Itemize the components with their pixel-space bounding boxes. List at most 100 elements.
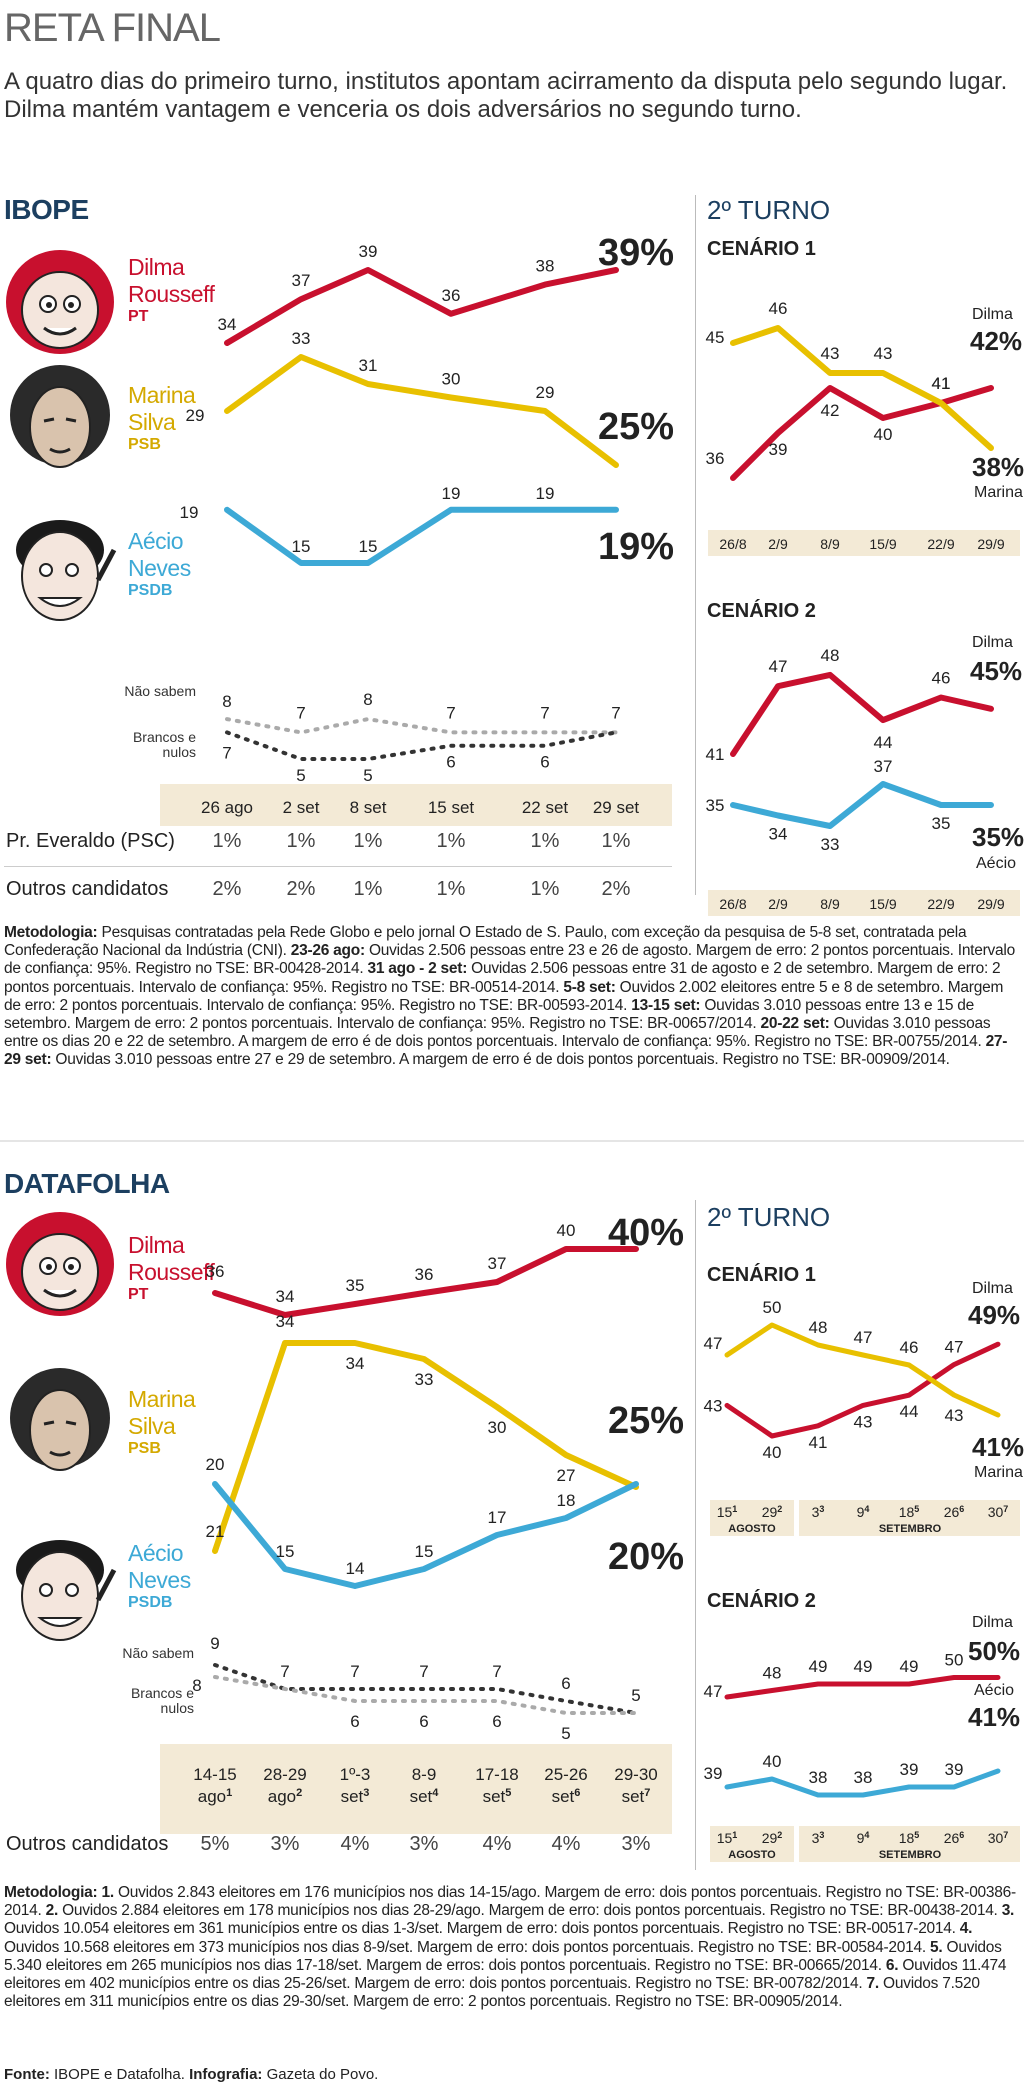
ibope-c1-marina-final: 38% (972, 452, 1024, 482)
ibope-date-label: 15 set (428, 798, 475, 817)
dilma-party: PT (128, 308, 149, 325)
ibope-aecio-value-label: 15 (359, 537, 378, 556)
df-c2-s2-line (724, 1768, 1001, 1798)
ibope-row-value: 1% (436, 878, 466, 900)
ibope-marina-value-label: 30 (442, 370, 461, 389)
df-nao-sabem-value-label: 7 (350, 1662, 359, 1681)
ibope-nao-sabem-value-label: 7 (540, 703, 549, 722)
df-brancos-value-label: 6 (419, 1712, 428, 1731)
ibope-c1-dilma-value-label: 39 (769, 440, 788, 459)
column-divider-2 (695, 1200, 696, 1870)
ibope-c1-date-label: 8/9 (820, 536, 840, 552)
ibope-c2-dilma-value-label: 46 (932, 669, 951, 688)
ibope-c1-marina-value-label: 43 (821, 344, 840, 363)
df-c1-dilma-final: 49% (968, 1300, 1021, 1330)
methodology-text: Ouvidas 3.010 pessoas entre os dias 20 e… (4, 1015, 991, 1051)
df-cenario1-title: CENÁRIO 1 (707, 1264, 816, 1286)
methodology-key: 27-29 set: (4, 1033, 1008, 1069)
ibope-c1-marina-value-label: 45 (706, 328, 725, 347)
ibope-c1-marina-label: Marina (974, 484, 1023, 501)
ibope-c1-dilma-line (730, 385, 994, 481)
ibope-dilma-value-label: 37 (292, 271, 311, 290)
df-marina-value-label: 27 (557, 1466, 576, 1485)
ibope-c1-dilma-label: Dilma (972, 306, 1013, 323)
df-c1-band-setembro (799, 1500, 1020, 1536)
aecio-party: PSDB (128, 582, 173, 599)
df-c2-date-footnote: 6 (959, 1830, 964, 1840)
marina-first-name: Marina (128, 382, 196, 408)
df-c2-s1-value-label: 50 (945, 1651, 964, 1670)
ibope-c1-marina-line (730, 325, 994, 451)
df-c2-s1-line (724, 1675, 1001, 1700)
ibope-row-everaldo-label: Pr. Everaldo (PSC) (6, 830, 175, 852)
df-c2-date-footnote: 1 (732, 1830, 737, 1840)
ibope-c2-aecio-value-label: 34 (769, 825, 788, 844)
df-c1-s1-value-label: 41 (809, 1433, 828, 1452)
ibope-c2-dilma-value-label: 41 (706, 745, 725, 764)
df-date-footnote: 1 (226, 1787, 232, 1799)
df-aecio-value-label: 15 (276, 1542, 295, 1561)
dilma-first-name: Dilma (128, 254, 185, 280)
ibope-c1-dilma-value-label: 42 (821, 401, 840, 420)
df-date-label-line1: 28-29 (263, 1765, 306, 1784)
ibope-brancos-label: Brancos e nulos (132, 729, 196, 760)
df-brancos-value-label: 8 (192, 1676, 201, 1695)
ibope-c1-marina-value-label: 46 (769, 299, 788, 318)
df-marina-value-label: 30 (488, 1418, 507, 1437)
ibope-title: IBOPE (4, 194, 89, 225)
df-c2-s1-value-label: 48 (763, 1664, 782, 1683)
methodology-text: Ouvidas 2.506 pessoas entre 23 e 26 de a… (4, 942, 1015, 978)
ibope-aecio-value-label: 19 (442, 484, 461, 503)
lead-text: A quatro dias do primeiro turno, institu… (4, 68, 1008, 123)
df-date-footnote: 3 (363, 1787, 369, 1799)
ibope-c2-dilma-final: 45% (970, 656, 1023, 686)
ibope-cenario1-title: CENÁRIO 1 (707, 238, 816, 260)
df-date-footnote: 5 (505, 1787, 511, 1799)
df-c2-s2-value-label: 39 (900, 1760, 919, 1779)
ibope-date-label: 8 set (350, 798, 387, 817)
df-nao-sabem-label: Não sabem (122, 1645, 194, 1661)
ibope-row-value: 1% (212, 830, 242, 852)
df-row-value: 4% (340, 1833, 370, 1855)
methodology-text: Ouvidos 10.054 eleitores em 361 municípi… (4, 1920, 960, 1938)
df-row-value: 4% (551, 1833, 581, 1855)
df-dilma-value-label: 34 (276, 1287, 295, 1306)
ibope-nao-sabem-value-label: 8 (222, 692, 231, 711)
methodology-text: Ouvidas 3.010 pessoas entre 27 e 29 de s… (51, 1051, 950, 1069)
df-marina-value-label: 34 (276, 1312, 295, 1331)
df-aecio-line (212, 1481, 639, 1589)
df-date-label-line2: set3 (341, 1787, 370, 1806)
dilma-avatar-2 (6, 1212, 114, 1316)
df-marina-label: Marina Silva PSB (128, 1386, 196, 1458)
df-marina-line (212, 1340, 639, 1554)
df-brancos-value-label: 5 (561, 1724, 570, 1743)
ibope-dilma-value-label: 34 (218, 315, 237, 334)
df-c1-band-agosto (710, 1500, 794, 1536)
ibope-c2-dilma-value-label: 44 (874, 733, 893, 752)
ibope-c2-dilma-value-label: 48 (821, 646, 840, 665)
ibope-c1-dilma-value-label: 36 (706, 449, 725, 468)
df-c1-s2-line (724, 1322, 1001, 1418)
methodology-key: 5. (930, 1938, 943, 1956)
df-dilma-last-name: Rousseff (128, 1259, 215, 1285)
ibope-row-value: 1% (286, 830, 316, 852)
methodology-key: 4. (959, 1920, 973, 1938)
df-aecio-value-label: 17 (488, 1508, 507, 1527)
df-c2-s1-value-label: 49 (900, 1657, 919, 1676)
df-c2-date-label: 185 (899, 1830, 920, 1846)
df-marina-value-label: 33 (415, 1370, 434, 1389)
df-c1-s2-value-label: 47 (854, 1328, 873, 1347)
methodology-key: 31 ago - 2 set: (367, 960, 468, 978)
ibope-c2-aecio-value-label: 35 (706, 796, 725, 815)
methodology-key: 3. (1001, 1902, 1015, 1920)
df-brancos-value-label: 6 (492, 1712, 501, 1731)
df-c2-aecio-label: Aécio (974, 1682, 1015, 1699)
df-c1-s2-value-label: 47 (704, 1334, 723, 1353)
df-row-value: 5% (200, 1833, 230, 1855)
df-c1-s1-value-label: 43 (854, 1412, 873, 1431)
ibope-c1-marina-value-label: 41 (932, 374, 951, 393)
ibope-c2-date-label: 2/9 (768, 896, 788, 912)
df-date-label-line2: set6 (552, 1787, 581, 1806)
df-nao-sabem-value-label: 7 (280, 1662, 289, 1681)
